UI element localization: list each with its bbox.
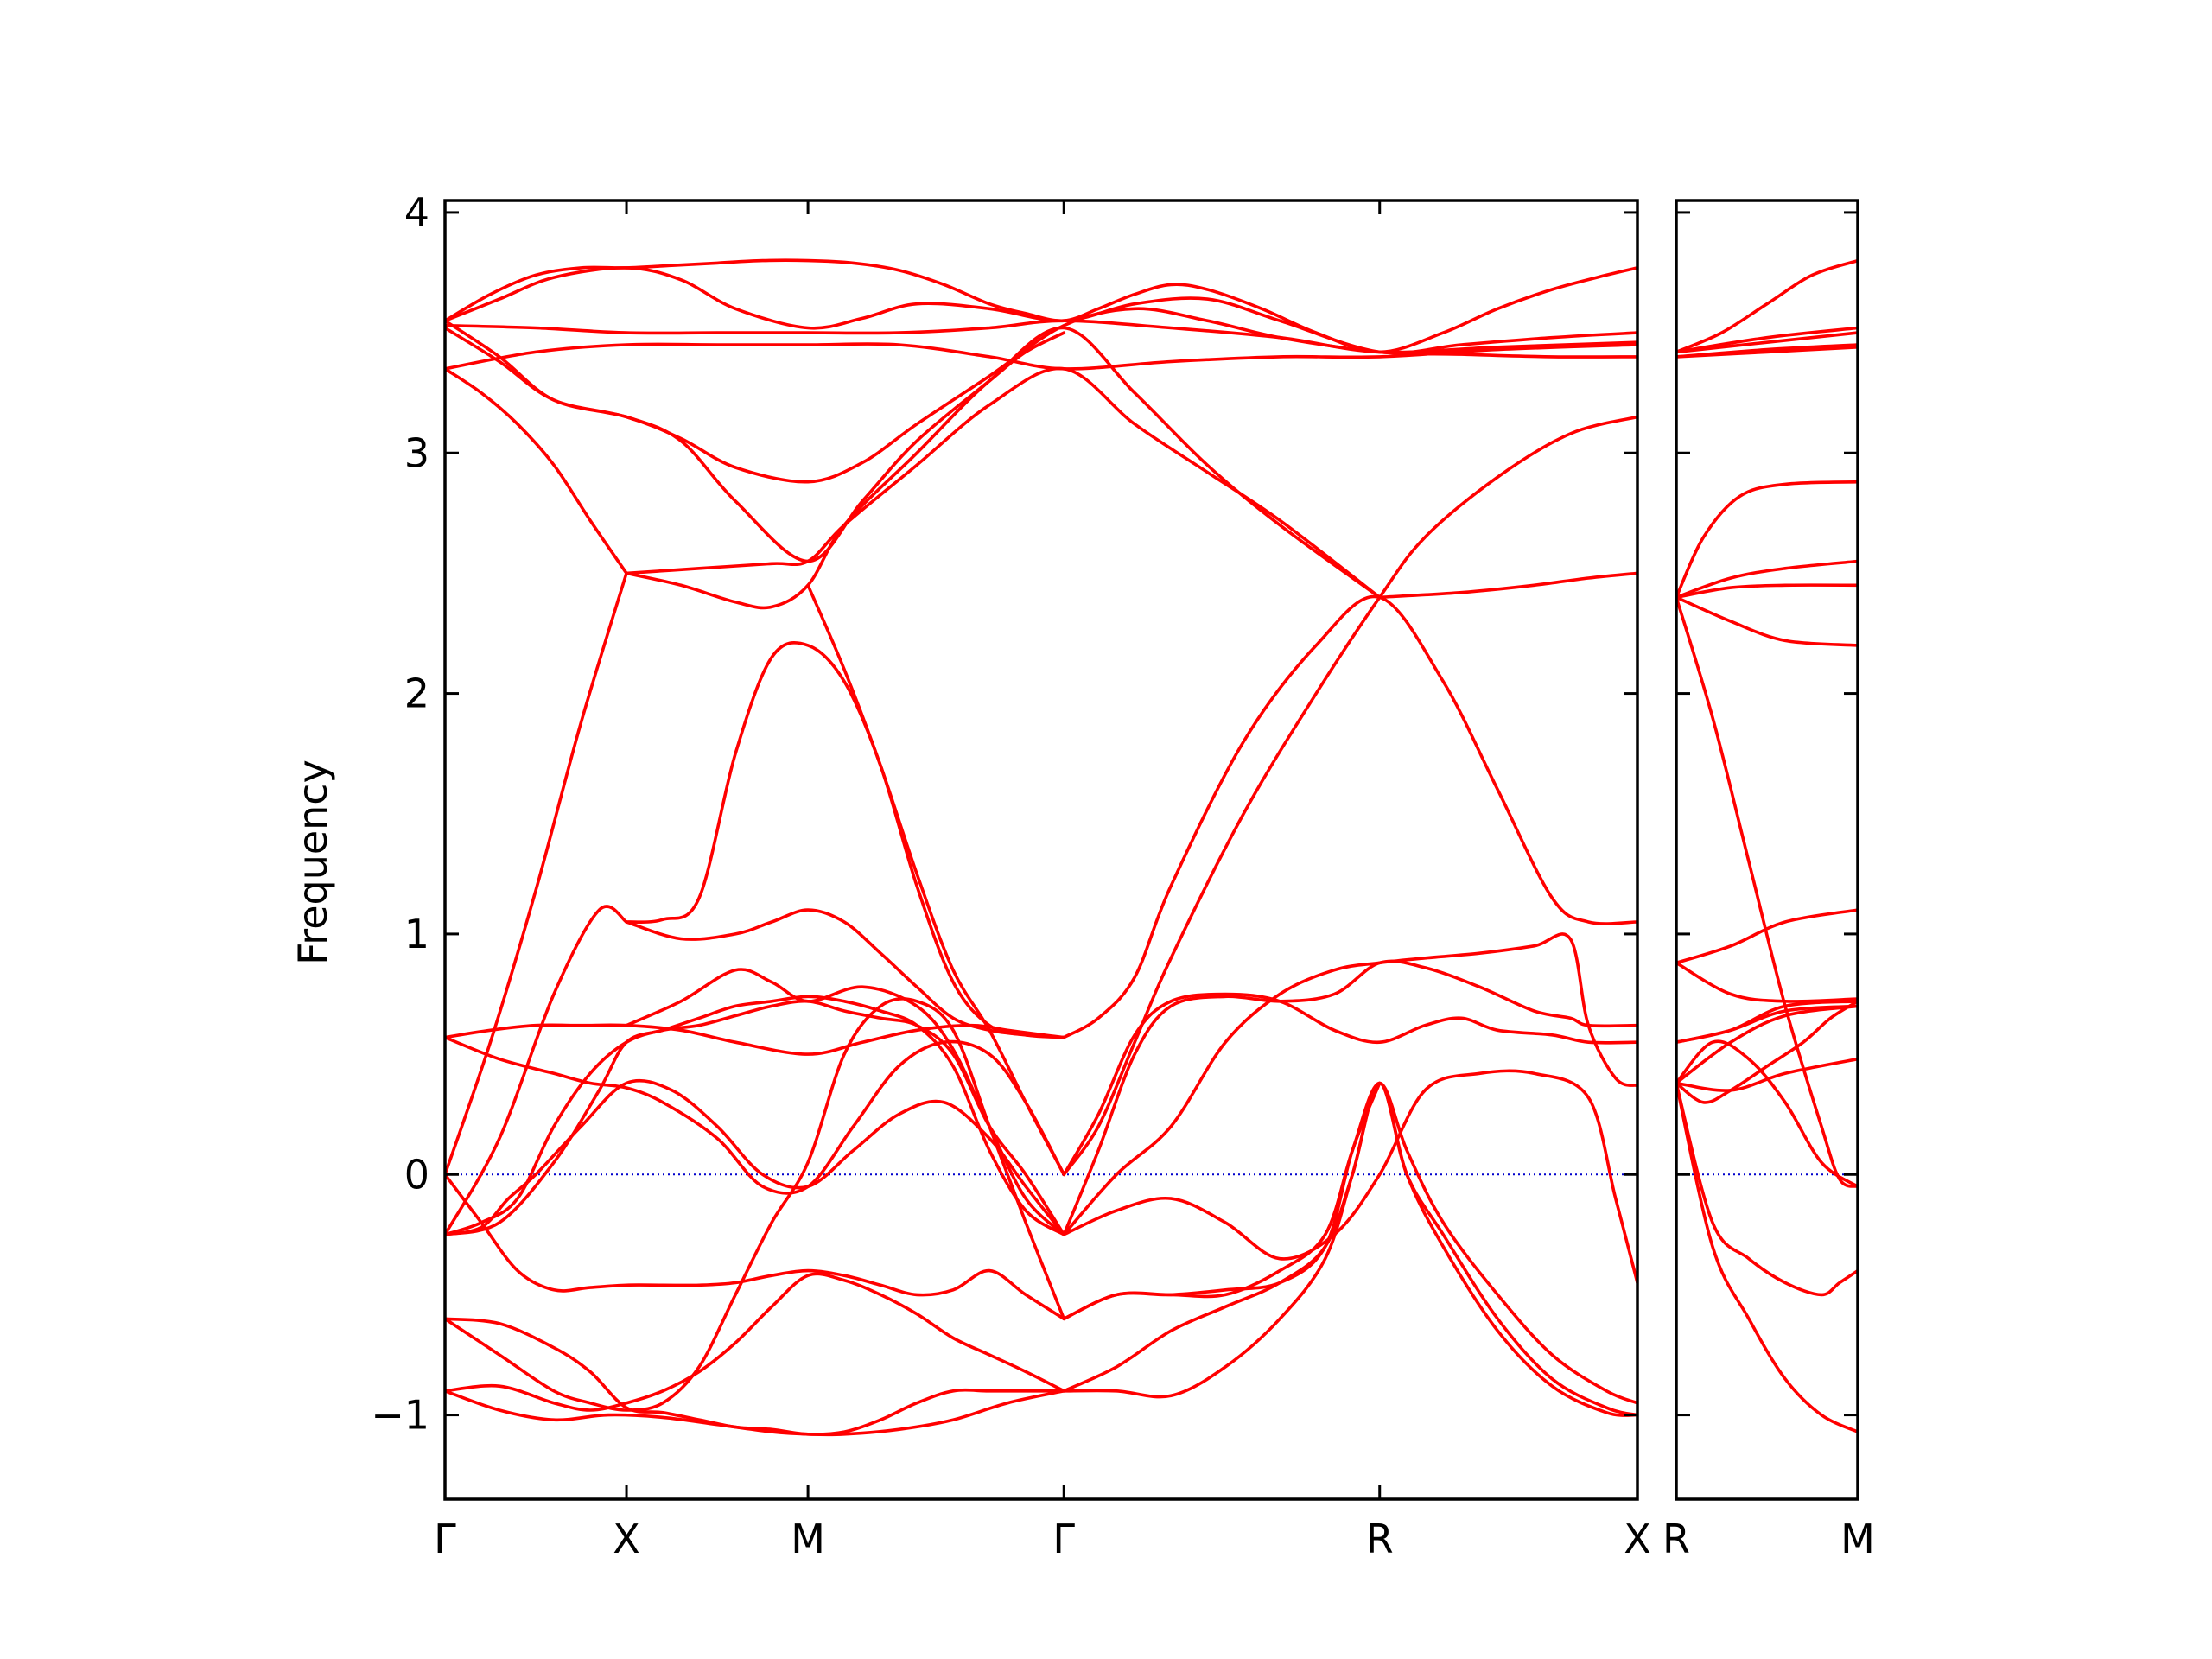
band-line-s7: [1676, 559, 1858, 600]
band-line-b11: [625, 640, 1066, 1039]
band-line-s5: [1676, 346, 1858, 359]
band-line-b17: [445, 905, 628, 1236]
band-line-b33: [1062, 1081, 1637, 1405]
band-line-b12: [625, 908, 1066, 1039]
band-line-b9: [625, 326, 1382, 610]
band-line-b28: [445, 997, 1066, 1412]
band-line-b24: [445, 1173, 1066, 1321]
band-line-b26: [445, 1272, 1066, 1412]
band-lines: [445, 258, 1637, 1437]
band-line-b18: [445, 1023, 1066, 1056]
y-tick-label: −1: [371, 1392, 429, 1439]
band-line-b1: [445, 258, 1637, 354]
band-line-b14: [1062, 594, 1637, 1039]
band-line-b25: [445, 1317, 1066, 1436]
band-line-b32: [1062, 1069, 1637, 1285]
band-line-s14: [1676, 1000, 1858, 1044]
band-line-b23: [445, 1078, 1066, 1236]
band-line-b36: [1062, 1081, 1382, 1321]
x-tick-label: Γ: [1052, 1516, 1075, 1562]
x-tick-label: M: [791, 1516, 825, 1562]
band-line-b29: [1062, 959, 1637, 1236]
band-line-s10: [1676, 595, 1858, 1188]
y-axis-label: Frequency: [289, 760, 336, 965]
x-tick-label: M: [1840, 1516, 1875, 1562]
band-line-b19: [445, 1035, 1066, 1195]
band-line-b7: [445, 367, 628, 575]
panel-frame: [1675, 199, 1859, 1501]
band-line-s6: [1676, 480, 1858, 600]
band-lines: [1676, 258, 1858, 1433]
band-line-s20: [1676, 1000, 1858, 1104]
x-tick-label: R: [1366, 1516, 1394, 1562]
band-line-s17: [1676, 1039, 1858, 1188]
band-line-b4: [445, 342, 1637, 371]
y-tick-label: 1: [404, 911, 429, 957]
band-line-s16: [1676, 1057, 1858, 1092]
y-tick-label: 4: [404, 189, 429, 236]
x-tick-label: X: [613, 1516, 640, 1562]
band-line-b22: [445, 995, 1066, 1236]
band-line-b27: [445, 1389, 1066, 1437]
band-line-b16: [1377, 571, 1637, 600]
band-line-s3: [1676, 331, 1858, 354]
band-line-b31: [1062, 932, 1637, 1236]
x-tick-label: X: [1624, 1516, 1651, 1562]
band-line-b15: [1062, 415, 1637, 1177]
band-line-s9: [1676, 595, 1858, 647]
y-tick-label: 0: [404, 1151, 429, 1198]
panel-frame: [443, 199, 1639, 1501]
band-line-s18: [1676, 1081, 1858, 1297]
panel-main: −1 0 1 2 3 4 Γ X M Γ R X: [371, 189, 1651, 1562]
y-tick-label: 3: [404, 429, 429, 476]
x-tick-label: Γ: [434, 1516, 456, 1562]
band-line-s19: [1676, 1081, 1858, 1433]
band-line-s15: [1676, 1004, 1858, 1085]
x-tick-label: R: [1662, 1516, 1690, 1562]
y-tick-label: 2: [404, 671, 429, 717]
band-line-b10: [445, 571, 628, 1177]
band-line-s1: [1676, 258, 1858, 354]
band-line-s12: [1676, 961, 1858, 1003]
band-line-s11: [1676, 908, 1858, 965]
band-line-s8: [1676, 583, 1858, 600]
band-line-b30: [1062, 992, 1637, 1177]
